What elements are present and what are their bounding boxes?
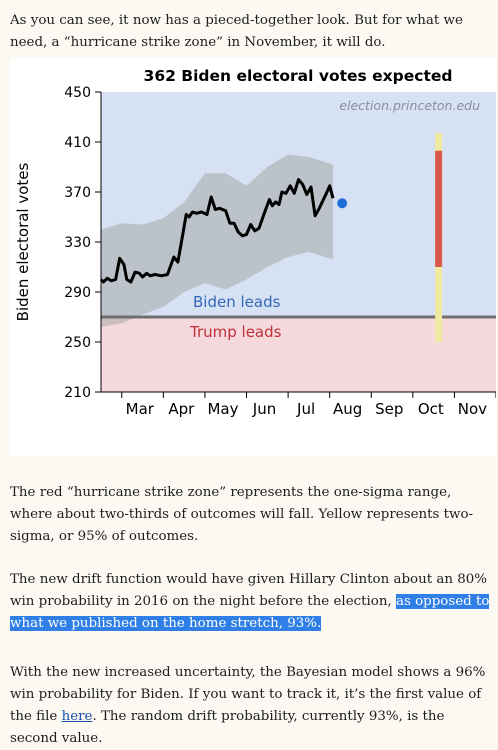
uncertainty-band	[101, 154, 333, 327]
trump-leads-label: Trump leads	[189, 323, 282, 341]
chart-title: 362 Biden electoral votes expected	[144, 67, 453, 85]
y-tick-label: 290	[64, 285, 91, 301]
y-tick-label: 330	[64, 235, 91, 251]
intro-paragraph: As you can see, it now has a pieced-toge…	[10, 13, 463, 50]
file-link[interactable]: here	[61, 709, 93, 724]
month-label: Jun	[252, 400, 276, 418]
month-label: Jul	[296, 400, 315, 418]
month-label: May	[207, 400, 238, 418]
watermark: election.princeton.edu	[339, 98, 480, 113]
y-tick-label: 450	[64, 85, 91, 101]
bayesian-punct: .	[92, 709, 97, 724]
bayesian-text: With the new increased uncertainty, the …	[10, 665, 486, 724]
month-label: Oct	[418, 400, 444, 418]
month-label: Aug	[333, 400, 362, 418]
chart-canvas: Biden leads Trump leads 210 250 290 330 370 410…	[10, 58, 497, 456]
drift-text: The new drift function would have given …	[10, 572, 487, 609]
drift-paragraph: The new drift function would have given …	[10, 569, 494, 635]
electoral-votes-chart: Biden leads Trump leads 210 250 290 330 370 410…	[10, 58, 497, 456]
biden-ev-line	[99, 178, 335, 284]
bayesian-paragraph: With the new increased uncertainty, the …	[10, 662, 494, 750]
y-axis-label: Biden electoral votes	[14, 162, 32, 321]
y-tick-label: 370	[64, 185, 91, 201]
y-tick-label: 250	[64, 335, 91, 351]
month-label: Mar	[126, 400, 155, 418]
y-tick-label: 210	[64, 385, 91, 401]
sigma-paragraph: The red “hurricane strike zone” represen…	[10, 485, 474, 544]
month-label: Nov	[458, 400, 487, 418]
month-label: Apr	[168, 400, 195, 418]
y-tick-label: 410	[64, 135, 91, 151]
biden-leads-label: Biden leads	[193, 293, 281, 311]
current-point	[337, 198, 348, 209]
trump-region	[101, 317, 496, 392]
month-label: Sep	[375, 400, 403, 418]
